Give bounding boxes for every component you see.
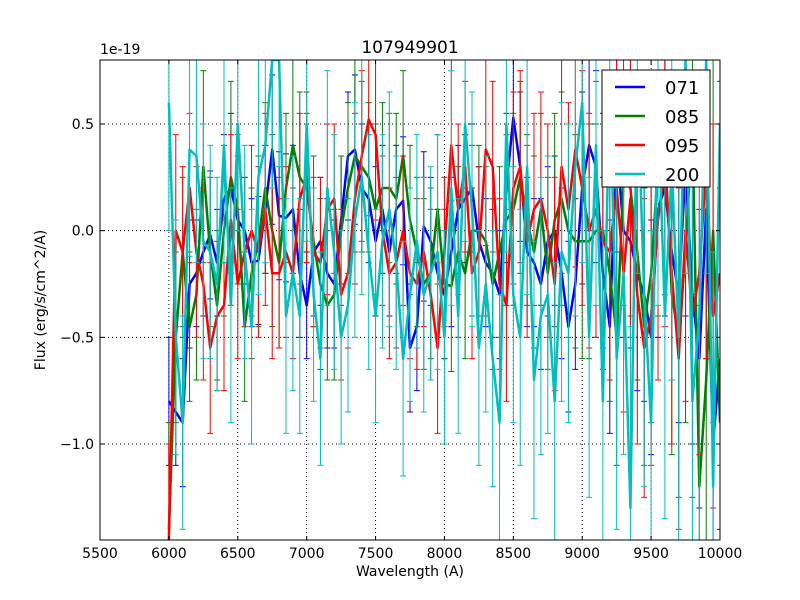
x-tick-label: 8500 [496,546,532,562]
y-tick-label: −1.0 [60,437,94,453]
chart-title: 107949901 [361,38,458,58]
x-tick-label: 10000 [698,546,743,562]
legend-label: 085 [665,107,699,128]
legend: 071 085 095 200 [601,69,711,188]
x-tick-label: 9000 [564,546,600,562]
legend-box [601,69,711,188]
series-line-200 [167,60,720,510]
x-tick-label: 9500 [633,546,669,562]
x-tick-label: 7000 [289,546,325,562]
legend-label: 200 [665,165,699,186]
ticks: 5500 6000 6500 7000 7500 8000 8500 9000 9500 1000… [60,60,742,562]
x-axis-label: Wavelength (A) [356,564,464,580]
series-200 [165,60,720,540]
x-tick-label: 6500 [220,546,256,562]
x-tick-label: 6000 [151,546,187,562]
y-tick-label: 0.0 [72,224,94,240]
x-tick-label: 5500 [82,546,118,562]
y-axis-label: Flux (erg/s/cm^2/A) [33,230,49,370]
legend-label: 095 [665,136,699,157]
y-tick-label: 0.5 [72,117,94,133]
y-tick-label: −0.5 [60,330,94,346]
x-tick-label: 7500 [358,546,394,562]
x-tick-label: 8000 [427,546,463,562]
axes-frame [99,59,721,541]
legend-label: 071 [665,78,699,99]
y-offset-label: 1e-19 [100,42,140,58]
